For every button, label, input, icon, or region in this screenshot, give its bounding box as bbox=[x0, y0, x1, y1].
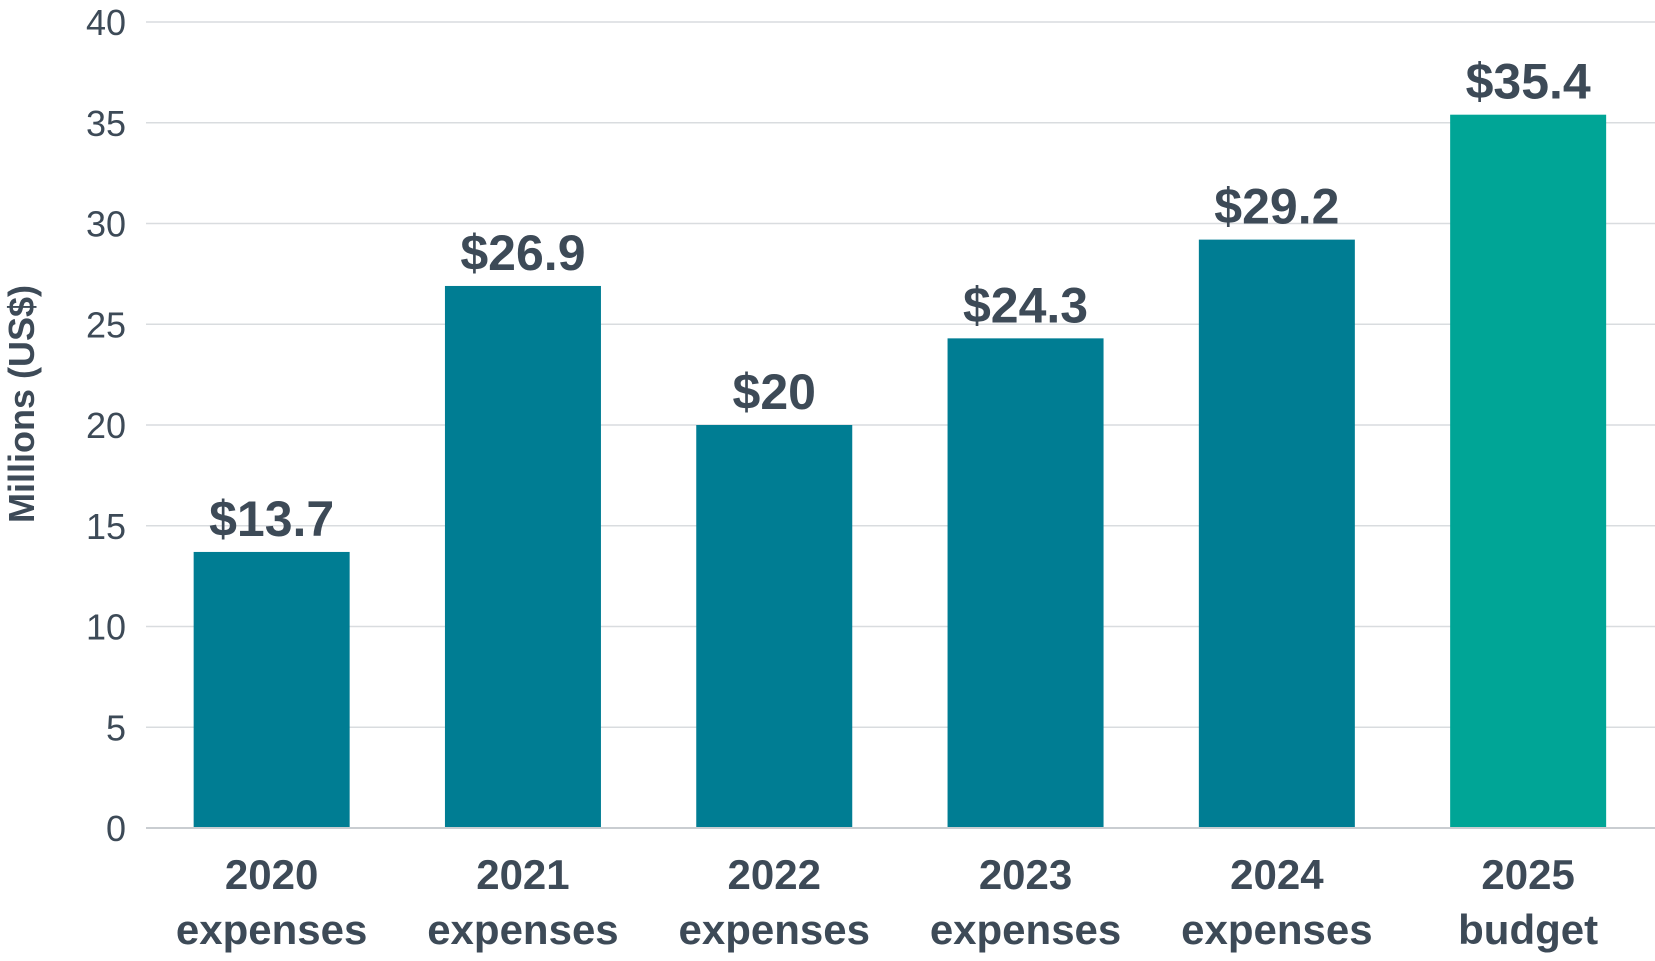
bar bbox=[1198, 239, 1355, 828]
x-tick-label-line: 2024 bbox=[1230, 851, 1324, 898]
data-label: $35.4 bbox=[1466, 54, 1591, 110]
y-tick-label: 40 bbox=[86, 2, 126, 43]
x-tick-label-line: budget bbox=[1458, 906, 1598, 953]
y-tick-label: 20 bbox=[86, 405, 126, 446]
x-tick-label: 2021 expenses bbox=[427, 851, 618, 953]
y-tick-label: 5 bbox=[106, 707, 126, 748]
x-tick-label-line: 2021 bbox=[476, 851, 569, 898]
x-tick-label-line: 2022 bbox=[728, 851, 821, 898]
y-tick-label: 35 bbox=[86, 103, 126, 144]
bars bbox=[193, 114, 1607, 829]
x-tick-label: 2022 expenses bbox=[679, 851, 870, 953]
x-tick-label-line: 2023 bbox=[979, 851, 1072, 898]
bar bbox=[444, 285, 601, 829]
data-label: $29.2 bbox=[1214, 179, 1339, 235]
gridlines bbox=[146, 21, 1655, 728]
bar bbox=[1450, 114, 1607, 828]
y-axis-label: Millions (US$) bbox=[1, 285, 42, 523]
x-tick-label: 2024 expenses bbox=[1181, 851, 1372, 953]
data-labels: $13.7 $26.9 $20 $24.3 $29.2 $35.4 bbox=[209, 54, 1591, 547]
x-tick-label: 2023 expenses bbox=[930, 851, 1121, 953]
x-tick-label-line: expenses bbox=[930, 906, 1121, 953]
y-tick-label: 30 bbox=[86, 204, 126, 245]
y-tick-label: 15 bbox=[86, 506, 126, 547]
x-tick-label-line: expenses bbox=[679, 906, 870, 953]
x-tick-label-line: 2025 bbox=[1481, 851, 1574, 898]
data-label: $26.9 bbox=[460, 225, 585, 281]
y-tick-label: 0 bbox=[106, 808, 126, 849]
x-tick-label-line: 2020 bbox=[225, 851, 318, 898]
y-tick-label: 10 bbox=[86, 607, 126, 648]
x-tick-label: 2025 budget bbox=[1458, 851, 1598, 953]
data-label: $13.7 bbox=[209, 491, 334, 547]
data-label: $20 bbox=[733, 364, 816, 420]
x-tick-label-line: expenses bbox=[1181, 906, 1372, 953]
y-axis-ticks: 0 5 10 15 20 25 30 35 40 bbox=[86, 2, 126, 849]
data-label: $24.3 bbox=[963, 277, 1088, 333]
y-tick-label: 25 bbox=[86, 304, 126, 345]
x-tick-label: 2020 expenses bbox=[176, 851, 367, 953]
x-tick-label-line: expenses bbox=[427, 906, 618, 953]
bar bbox=[696, 425, 853, 828]
x-tick-label-line: expenses bbox=[176, 906, 367, 953]
bar bbox=[193, 551, 350, 828]
bar bbox=[947, 338, 1104, 828]
